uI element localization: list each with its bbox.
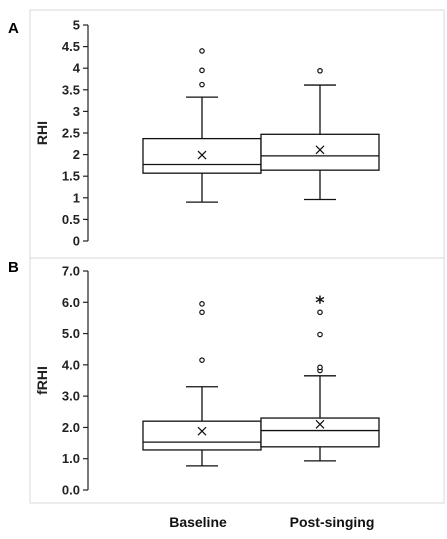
y-tick-label: 3.0 <box>62 389 80 404</box>
panel-label-a: A <box>8 20 19 37</box>
mean-marker <box>315 419 325 429</box>
interquartile-box <box>142 137 262 174</box>
outlier-point <box>199 357 205 363</box>
panel-b-plot: 0.0 1.0 2.0 3.0 4.0 5.0 6.0 7.0 fRHI * <box>29 257 445 504</box>
y-axis-title: RHI <box>34 121 50 145</box>
plot-frame <box>29 9 445 259</box>
outlier-point <box>317 331 323 338</box>
box-baseline <box>142 48 262 203</box>
box-baseline <box>142 301 262 467</box>
interquartile-box <box>260 133 380 171</box>
interquartile-box <box>142 420 262 451</box>
extreme-value-marker: * <box>315 292 325 313</box>
y-tick-label: 4.5 <box>62 39 80 54</box>
box-post-singing <box>260 67 380 201</box>
y-tick-label: 6.0 <box>62 295 80 310</box>
y-tick-label: 2 <box>73 147 80 162</box>
panel-label-b: B <box>8 259 19 276</box>
y-tick-label: 4.0 <box>62 357 80 372</box>
category-label-baseline: Baseline <box>169 514 227 530</box>
y-axis-title: fRHI <box>34 366 50 395</box>
panel-a-plot: 0 0.5 1 1.5 2 2.5 3 3.5 4 4.5 5 RHI <box>29 9 445 259</box>
y-tick-label: 1 <box>73 190 80 205</box>
y-tick-label: 1.0 <box>62 451 80 466</box>
y-tick-label: 0.0 <box>62 483 80 498</box>
outlier-point <box>317 309 323 316</box>
outlier-point <box>317 364 323 371</box>
y-tick-label: 4 <box>73 61 81 76</box>
category-label-post-singing: Post-singing <box>290 514 375 530</box>
outlier-point <box>199 301 205 307</box>
outlier-point <box>199 81 205 88</box>
y-tick-label: 5.0 <box>62 326 80 341</box>
y-tick-label: 5 <box>73 18 80 33</box>
outlier-point <box>199 67 205 74</box>
y-tick-label: 3.5 <box>62 82 80 97</box>
outlier-point <box>199 309 205 316</box>
mean-marker <box>197 150 207 160</box>
interquartile-box <box>260 417 380 448</box>
y-tick-label: 2.5 <box>62 126 80 141</box>
y-tick-label: 1.5 <box>62 169 80 184</box>
outlier-point <box>199 48 205 54</box>
mean-marker <box>197 426 207 436</box>
mean-marker <box>315 145 325 155</box>
outlier-point <box>317 67 323 74</box>
y-tick-label: 0.5 <box>62 212 80 227</box>
y-tick-label: 2.0 <box>62 420 80 435</box>
plot-frame <box>29 257 445 504</box>
y-tick-label: 0 <box>73 234 80 249</box>
y-tick-label: 7.0 <box>62 264 80 279</box>
y-tick-label: 3 <box>73 104 80 119</box>
box-post-singing: * <box>260 292 380 462</box>
